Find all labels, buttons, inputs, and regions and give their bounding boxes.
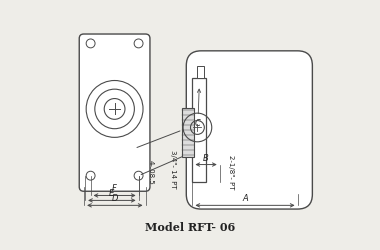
Text: F: F (112, 184, 117, 193)
FancyBboxPatch shape (186, 51, 312, 209)
Bar (193, 78, 206, 182)
Text: D: D (112, 194, 118, 203)
Bar (197, 66, 204, 78)
Text: 4-.08.5: 4-.08.5 (147, 160, 154, 184)
Text: A: A (242, 194, 248, 203)
Bar (182, 108, 194, 157)
FancyBboxPatch shape (79, 34, 150, 191)
Text: C: C (195, 89, 201, 128)
Text: 3/4"- 14 PT: 3/4"- 14 PT (170, 150, 176, 189)
Text: E: E (109, 189, 114, 198)
Text: Model RFT- 06: Model RFT- 06 (145, 222, 235, 233)
Text: B: B (203, 154, 209, 162)
Text: 2-1/8"- PT: 2-1/8"- PT (228, 155, 234, 189)
